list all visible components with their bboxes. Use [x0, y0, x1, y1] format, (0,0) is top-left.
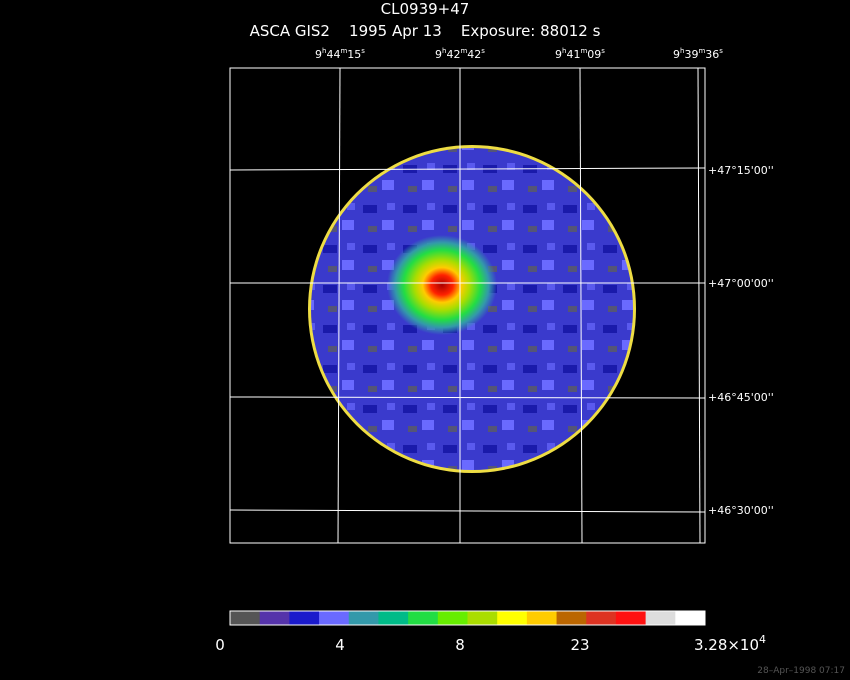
colorbar-label: 23: [570, 636, 589, 654]
dec-label: +46°45'00'': [708, 391, 774, 404]
colorbar-swatch: [319, 611, 350, 625]
colorbar-value: 3.28×10: [694, 636, 759, 654]
colorbar-exponent: 4: [759, 633, 766, 646]
colorbar-swatch: [230, 611, 261, 625]
ra-value: 36: [705, 48, 719, 61]
colorbar-label: 4: [335, 636, 345, 654]
colorbar-frame: [229, 610, 706, 626]
ra-label: 9h44m15s: [315, 47, 365, 61]
ra-value: 09: [587, 48, 601, 61]
ra-value: 9: [555, 48, 562, 61]
ra-unit: h: [680, 47, 684, 55]
ra-unit: s: [601, 47, 605, 55]
colorbar-value: 0: [215, 636, 225, 654]
ra-unit: m: [698, 47, 705, 55]
colorbar-swatch: [645, 611, 676, 625]
timestamp: 28–Apr–1998 07:17: [757, 666, 845, 676]
subtitle: ASCA GIS2 1995 Apr 13 Exposure: 88012 s: [250, 22, 601, 40]
colorbar-swatch: [289, 611, 320, 625]
ra-unit: s: [481, 47, 485, 55]
colorbar-swatch: [437, 611, 468, 625]
ra-label: 9h41m09s: [555, 47, 605, 61]
colorbar-swatch: [408, 611, 439, 625]
ra-unit: s: [719, 47, 723, 55]
cluster-emission: [387, 235, 497, 335]
ra-value: 42: [467, 48, 481, 61]
ra-value: 9: [435, 48, 442, 61]
ra-value: 9: [315, 48, 322, 61]
colorbar-label: 3.28×104: [694, 633, 766, 654]
colorbar-swatch: [586, 611, 617, 625]
ra-label: 9h42m42s: [435, 47, 485, 61]
dec-label: +47°00'00'': [708, 277, 774, 290]
ra-value: 39: [684, 48, 698, 61]
colorbar-swatch: [348, 611, 379, 625]
colorbar-swatch: [556, 611, 587, 625]
ra-unit: h: [442, 47, 446, 55]
colorbar-swatch: [467, 611, 498, 625]
ra-unit: m: [340, 47, 347, 55]
colorbar-value: 23: [570, 636, 589, 654]
title: CL0939+47: [381, 0, 470, 18]
colorbar-swatch: [526, 611, 558, 625]
colorbar-label: 8: [455, 636, 465, 654]
colorbar-swatch: [615, 611, 647, 625]
colorbar-value: 8: [455, 636, 465, 654]
ra-unit: s: [361, 47, 365, 55]
dec-label: +47°15'00'': [708, 164, 774, 177]
coord-grid: [229, 67, 706, 544]
colorbar-swatch: [378, 611, 409, 625]
ra-value: 9: [673, 48, 680, 61]
ra-value: 44: [326, 48, 340, 61]
ra-unit: m: [460, 47, 467, 55]
colorbar-value: 4: [335, 636, 345, 654]
ra-unit: h: [562, 47, 566, 55]
dec-label: +46°30'00'': [708, 504, 774, 517]
colorbar: [229, 610, 706, 626]
colorbar-swatch: [259, 611, 290, 625]
colorbar-swatch: [675, 611, 706, 625]
ra-unit: h: [322, 47, 326, 55]
colorbar-swatch: [497, 611, 528, 625]
plot-frame: [229, 67, 706, 544]
ra-unit: m: [580, 47, 587, 55]
ra-label: 9h39m36s: [673, 47, 723, 61]
ra-value: 41: [566, 48, 580, 61]
ra-value: 15: [347, 48, 361, 61]
colorbar-label: 0: [215, 636, 225, 654]
ra-value: 42: [446, 48, 460, 61]
